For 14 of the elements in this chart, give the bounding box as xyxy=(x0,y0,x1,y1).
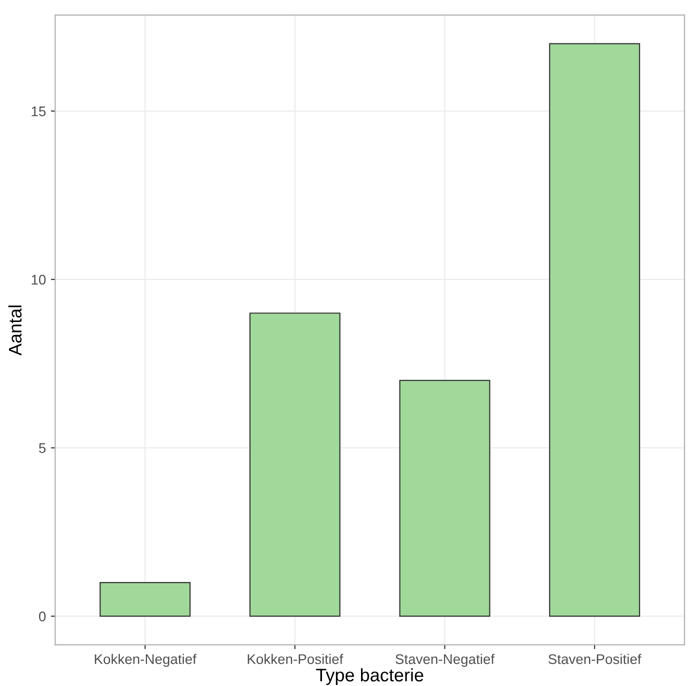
y-tick-label: 10 xyxy=(32,274,46,285)
y-tick-label: 5 xyxy=(39,443,46,454)
x-axis-title: Type bacterie xyxy=(316,668,424,686)
bar xyxy=(399,380,490,617)
x-tick-label: Staven-Positief xyxy=(548,654,642,664)
x-tick-label: Kokken-Negatief xyxy=(94,654,196,667)
y-axis-title: Aantal xyxy=(8,306,22,356)
bar xyxy=(549,43,640,617)
y-tick-label: 0 xyxy=(38,612,46,622)
bar xyxy=(100,582,191,617)
x-tick-label: Staven-Negatief xyxy=(396,654,495,667)
x-tick-label: Kokken-Positief xyxy=(248,654,344,664)
bar xyxy=(249,312,340,617)
y-tick-label: 15 xyxy=(32,106,46,116)
